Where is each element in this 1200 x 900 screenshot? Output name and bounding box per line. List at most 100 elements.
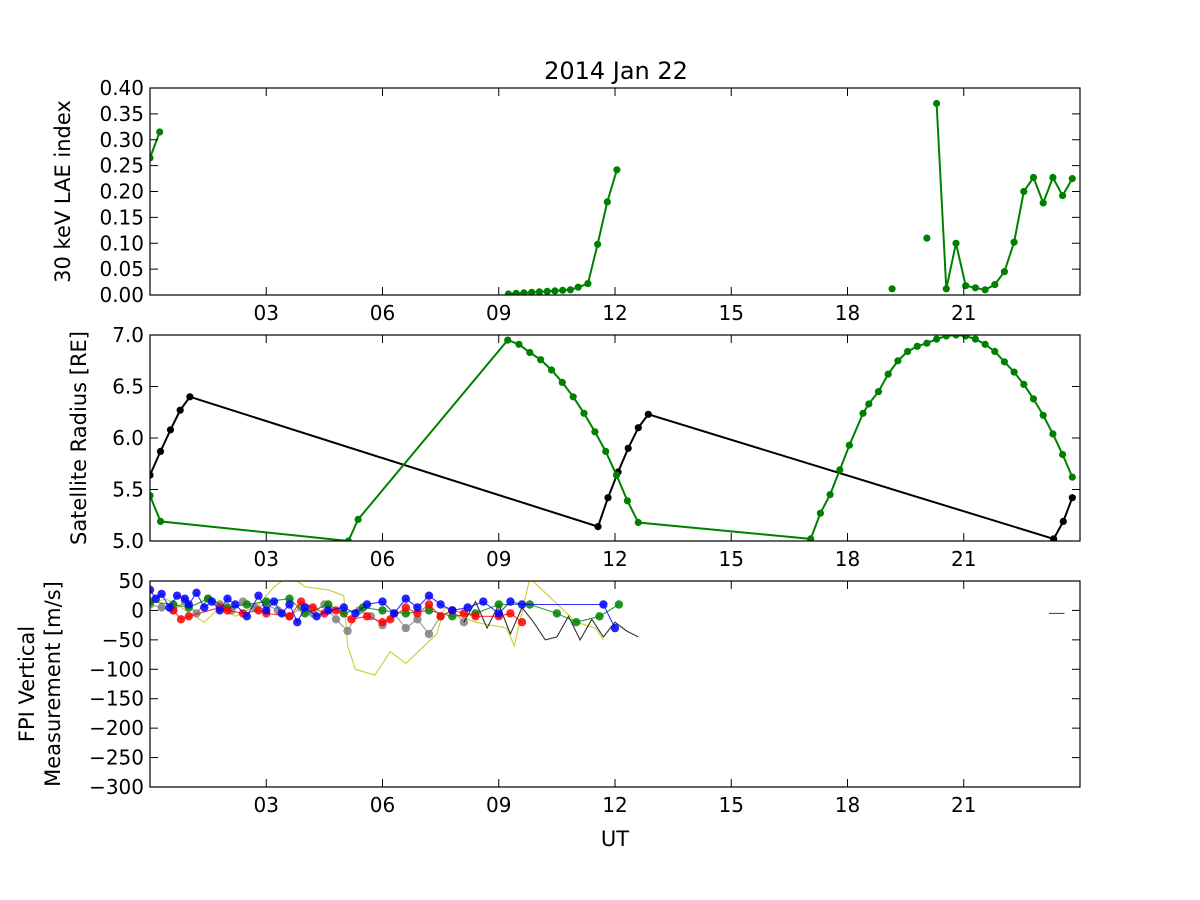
figure-title: 2014 Jan 22 xyxy=(544,57,688,85)
data-point xyxy=(991,347,999,356)
x-tick: 15 xyxy=(719,88,744,325)
data-point xyxy=(343,626,352,636)
x-tick: 09 xyxy=(486,88,511,325)
y-tick: −150 xyxy=(89,687,1080,711)
series-black-line xyxy=(150,395,1074,541)
y-tick-label: 7.0 xyxy=(112,323,144,347)
data-point xyxy=(436,600,445,609)
data-point xyxy=(424,606,434,615)
data-point xyxy=(339,603,348,612)
data-point xyxy=(981,286,989,294)
x-tick-label: 15 xyxy=(719,301,744,325)
data-point xyxy=(192,609,201,618)
data-point xyxy=(223,594,232,603)
data-point xyxy=(150,492,154,500)
x-tick-label: 21 xyxy=(951,793,976,817)
data-point xyxy=(644,410,652,418)
data-point xyxy=(859,409,867,417)
y-tick: 0.35 xyxy=(99,102,1080,126)
y-tick-label: 0.25 xyxy=(99,154,144,178)
y-tick: 6.5 xyxy=(112,375,1080,399)
panel-lae-index: 03 06 09 12 15 18 210.000.050.100.150.200.250.… xyxy=(51,76,1081,325)
data-point xyxy=(494,600,503,609)
y-tick-label: −250 xyxy=(89,746,144,770)
y-tick: −100 xyxy=(89,657,1080,681)
data-point xyxy=(479,597,488,606)
data-point xyxy=(816,509,825,517)
data-point xyxy=(347,615,356,624)
x-tick-label: 06 xyxy=(370,793,395,817)
data-point xyxy=(1059,517,1067,526)
x-tick: 21 xyxy=(951,88,976,325)
data-point xyxy=(459,618,469,627)
data-point xyxy=(888,285,896,293)
data-point xyxy=(991,281,999,289)
data-point xyxy=(231,600,240,609)
data-point xyxy=(424,629,434,639)
data-point xyxy=(526,348,534,357)
y-tick: 0.15 xyxy=(99,205,1080,229)
data-point xyxy=(331,606,341,615)
data-point xyxy=(401,609,410,618)
y-axis-label: 30 keV LAE index xyxy=(51,100,75,283)
data-point xyxy=(506,597,515,606)
data-point xyxy=(952,335,960,339)
data-point xyxy=(242,612,252,621)
data-point xyxy=(865,400,873,408)
data-point xyxy=(378,597,387,606)
y-tick: −200 xyxy=(89,716,1080,740)
y-tick: 50 xyxy=(119,569,1080,593)
data-point xyxy=(424,591,434,600)
data-point xyxy=(378,618,387,627)
y-tick-label: 0.20 xyxy=(99,180,144,204)
data-point xyxy=(401,603,410,612)
data-point xyxy=(1050,535,1058,541)
data-point xyxy=(971,335,980,343)
data-point xyxy=(942,335,950,340)
y-tick: −300 xyxy=(89,775,1080,799)
data-point xyxy=(207,597,217,606)
x-tick-label: 09 xyxy=(486,547,511,571)
x-tick-label: 09 xyxy=(486,301,511,325)
data-point xyxy=(184,600,193,609)
y-tick-label: −50 xyxy=(102,628,144,652)
data-point xyxy=(836,466,844,474)
data-point xyxy=(566,286,575,294)
x-tick: 09 xyxy=(486,581,511,817)
plot-area xyxy=(150,581,1065,676)
data-point xyxy=(528,288,536,295)
data-point xyxy=(413,609,422,618)
data-point xyxy=(520,289,528,295)
data-point xyxy=(971,284,980,292)
y-tick-label: −200 xyxy=(89,716,144,740)
data-point xyxy=(1039,411,1047,419)
data-point xyxy=(904,347,912,356)
data-point xyxy=(584,280,592,288)
data-point xyxy=(157,589,166,599)
y-tick-label: 6.5 xyxy=(112,375,144,399)
data-point xyxy=(293,618,302,627)
y-tick: 7.0 xyxy=(112,323,1080,347)
series-green-line xyxy=(508,169,618,295)
data-point xyxy=(362,612,372,621)
x-tick: 06 xyxy=(370,88,395,325)
data-point xyxy=(354,515,362,524)
data-point xyxy=(537,356,545,364)
y-tick: 5.0 xyxy=(112,529,1080,553)
data-point xyxy=(923,339,931,347)
y-tick-label: −300 xyxy=(89,775,144,799)
x-tick-label: 15 xyxy=(719,793,744,817)
data-point xyxy=(471,612,480,621)
data-point xyxy=(1010,238,1018,246)
x-tick-label: 03 xyxy=(254,793,279,817)
data-point xyxy=(602,447,610,455)
data-point xyxy=(344,537,352,541)
y-tick: 0.10 xyxy=(99,231,1080,255)
y-tick-label: 0.15 xyxy=(99,205,144,229)
panel-satellite-radius: 03 06 09 12 15 18 21 5.0 5.5 6.0 6.5 7.0 Satellite R… xyxy=(67,323,1081,571)
x-tick: 12 xyxy=(602,88,628,325)
data-point xyxy=(634,518,642,527)
y-tick-label: 0.05 xyxy=(99,257,144,281)
x-axis-label: UT xyxy=(601,827,629,851)
